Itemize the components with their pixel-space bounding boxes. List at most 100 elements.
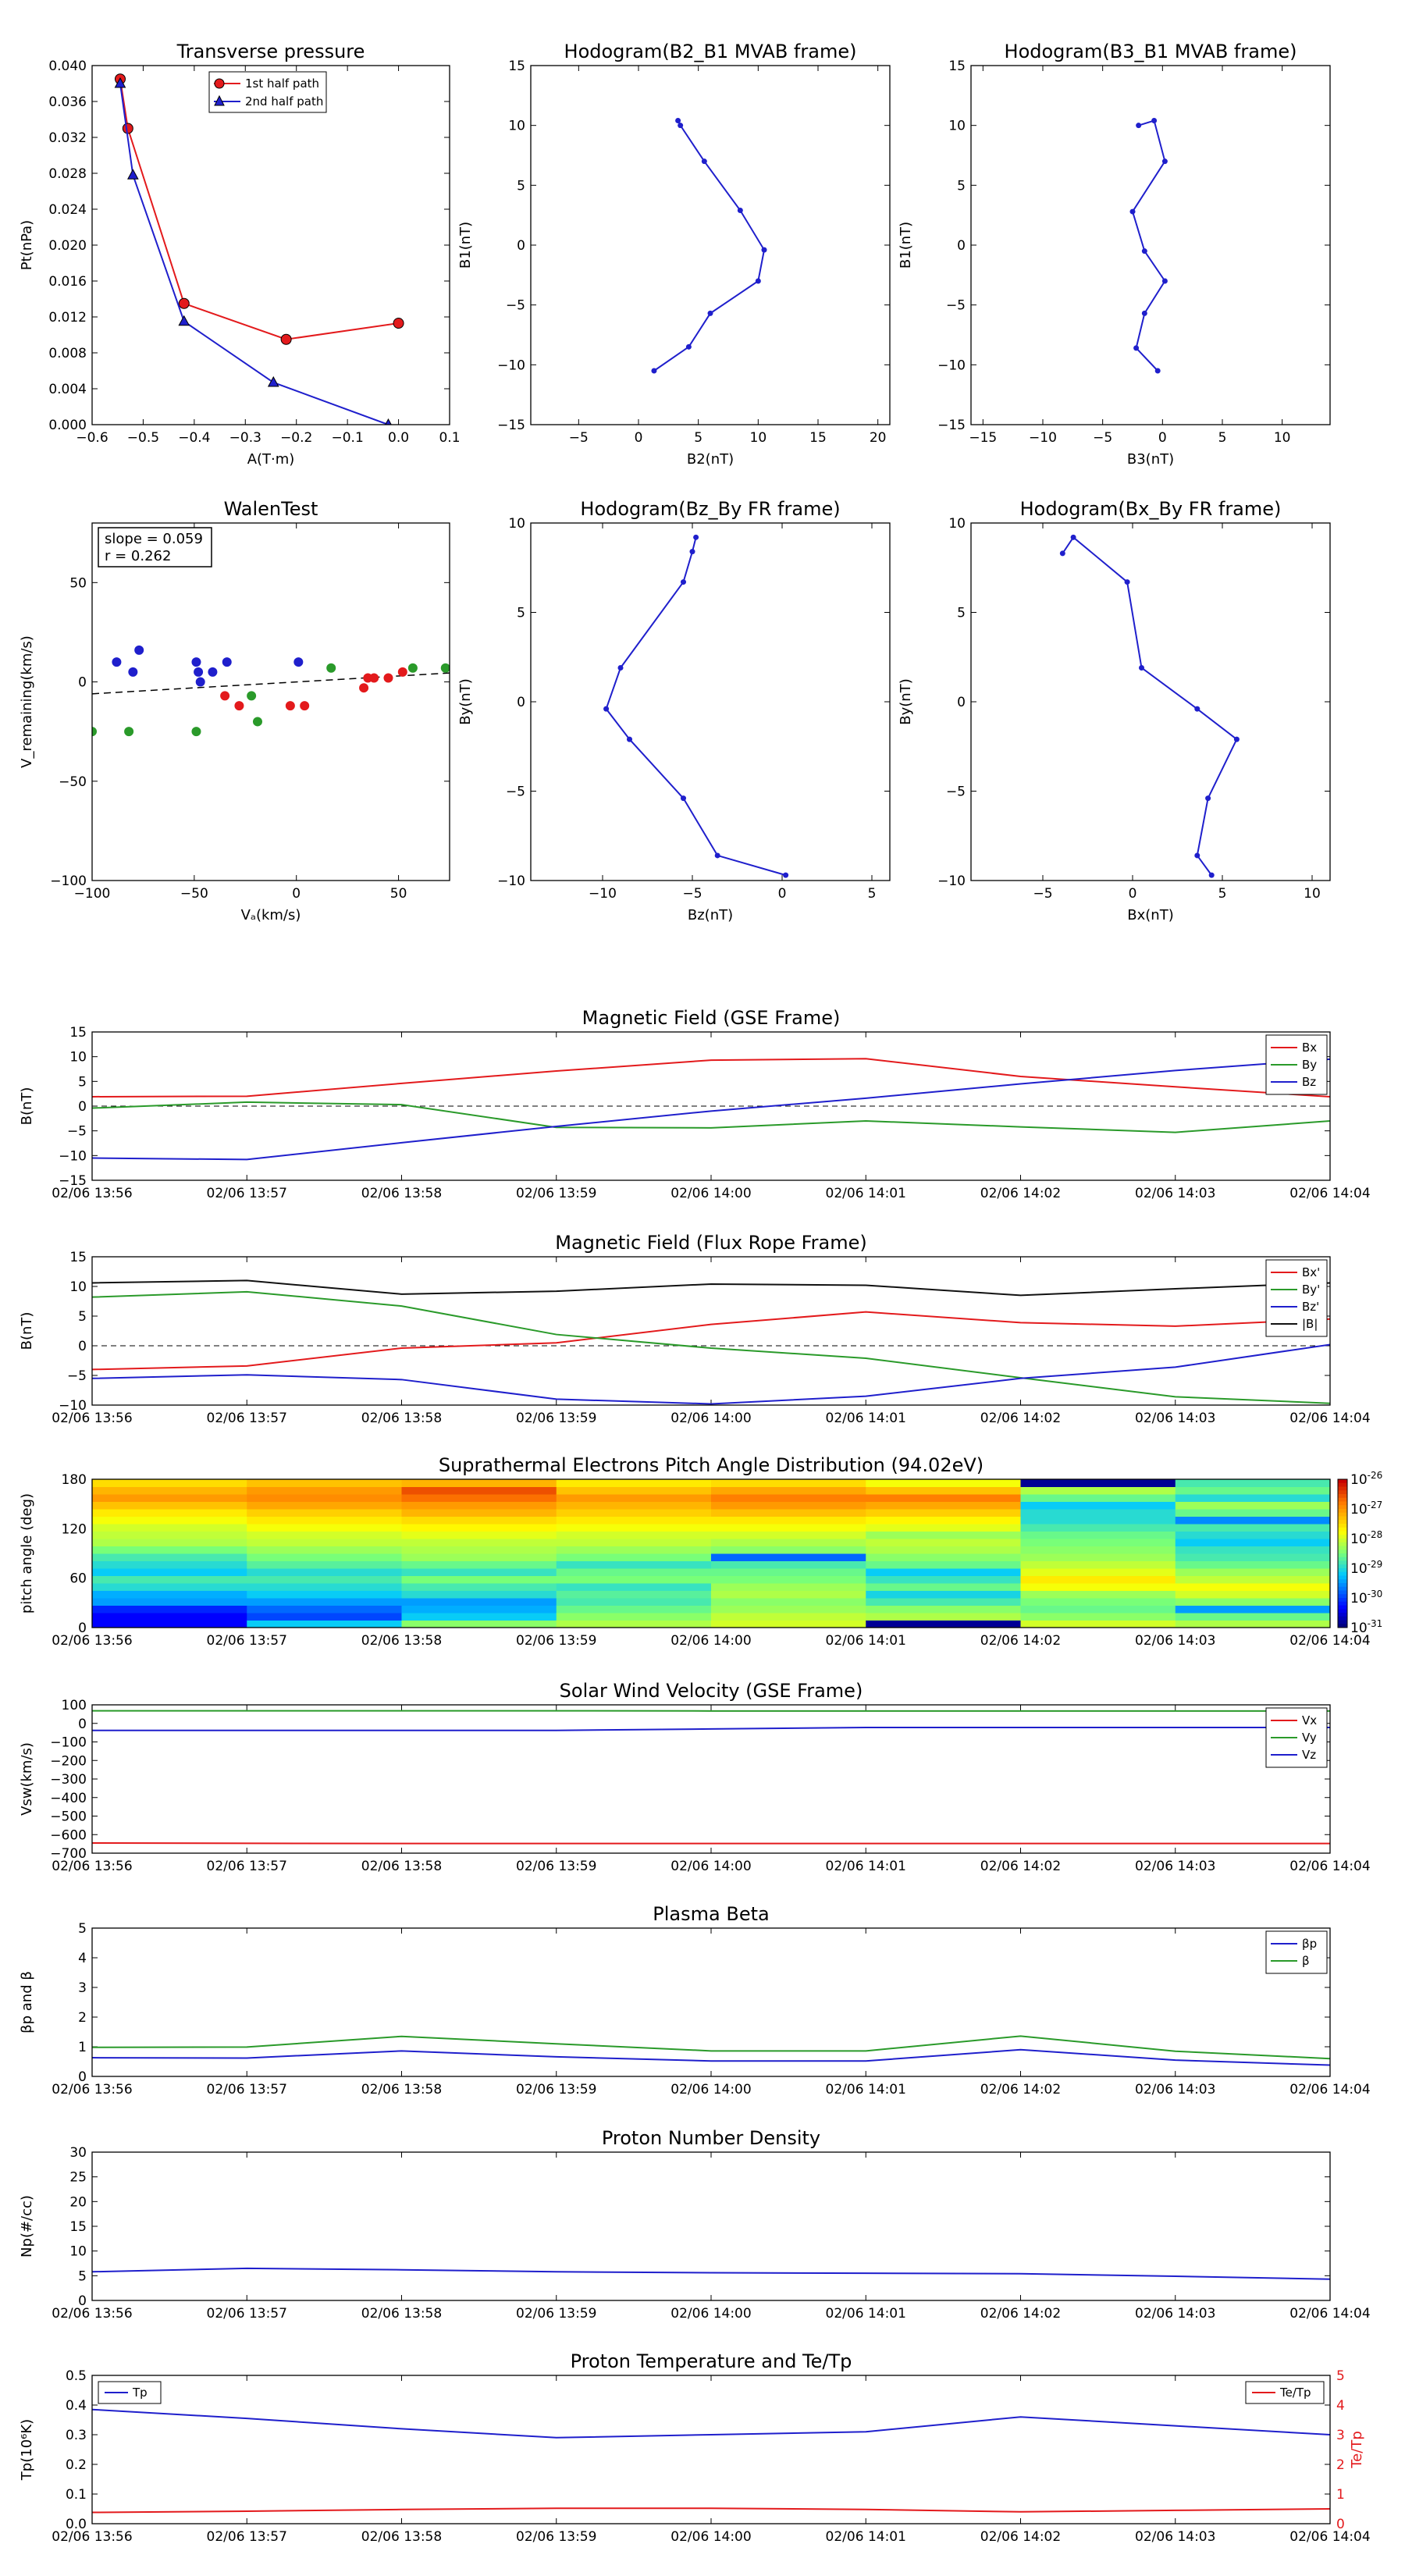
colorbar-cell [1338,1579,1347,1584]
y2-tick-label: 0 [1336,2517,1345,2532]
data-point [440,663,450,673]
y-tick-label: 5 [957,606,966,621]
heat-cell [92,1486,247,1495]
y-tick-label: −15 [59,1173,87,1189]
x-tick-label: 02/06 13:56 [52,2082,132,2097]
plot-frame [970,65,1331,425]
x-tick-label: 02/06 14:02 [980,2082,1061,2097]
y-axis-label: Tp(10⁶K) [19,2419,35,2481]
series-line [92,2507,1330,2514]
x-tick-label: 02/06 14:03 [1135,2082,1215,2097]
heat-cell [866,1501,1021,1510]
heat-cell [1020,1539,1176,1546]
heat-cell [92,1598,247,1606]
data-point [1194,706,1200,712]
heat-cell [247,1479,402,1487]
y2-tick-label: 3 [1336,2428,1345,2443]
heat-cell [401,1553,557,1561]
y-tick-label: 0.0 [66,2517,87,2532]
x-tick-label: −0.6 [76,430,108,446]
x-tick-label: 02/06 13:56 [52,2306,132,2322]
y-tick-label: 0.036 [48,94,87,110]
y-tick-label: −5 [946,785,966,800]
heat-cell [1020,1583,1176,1591]
heat-cell [92,1560,247,1569]
y-tick-label: 0.3 [66,2428,87,2443]
y-axis-label: B1(nT) [898,222,914,269]
colorbar-cell [1338,1557,1347,1561]
data-point [247,691,257,701]
heat-cell [556,1605,712,1614]
colorbar-cell [1338,1490,1347,1495]
chart-pad: Suprathermal Electrons Pitch Angle Distr… [19,1454,1382,1649]
data-point [1194,852,1200,859]
data-point [127,169,139,180]
heat-cell [711,1509,866,1517]
y-tick-label: 15 [948,59,966,74]
data-point [385,418,392,425]
y-axis-label: V_remaining(km/s) [19,635,35,768]
x-tick-label: 50 [390,886,407,902]
data-point [194,667,204,677]
heat-cell [556,1531,712,1539]
colorbar-tick-label: 10-29 [1350,1559,1382,1577]
heat-cell [1020,1575,1176,1584]
heat-cell [556,1553,712,1561]
y2-tick-label: 2 [1336,2457,1345,2473]
legend-box [1265,1930,1328,1974]
x-tick-label: 15 [809,430,827,446]
y-tick-label: −5 [67,1368,87,1384]
x-tick-label: −10 [1029,430,1057,446]
heat-cell [401,1605,557,1614]
x-tick-label: 02/06 14:02 [980,1633,1061,1649]
y-tick-label: 0 [957,695,966,710]
chart-title: Hodogram(Bz_By FR frame) [580,498,840,520]
x-tick-label: 5 [694,430,702,446]
heat-cell [556,1568,712,1576]
legend-label: Vy [1302,1731,1317,1745]
x-tick-label: 02/06 14:04 [1289,1411,1370,1426]
heat-cell [1020,1516,1176,1525]
heat-cell [401,1501,557,1510]
data-point [1208,872,1215,878]
heat-cell [866,1524,1021,1532]
heat-cell [401,1568,557,1576]
heat-cell [556,1590,712,1599]
data-point [178,315,190,326]
y-tick-label: 10 [69,2244,87,2260]
plot-marks [92,1479,1330,1628]
series-line [92,2035,1330,2060]
y-tick-label: 0.5 [66,2368,87,2384]
series-line [92,1841,1330,1845]
x-tick-label: 02/06 13:58 [361,1859,442,1874]
y-axis-label: Pt(nPa) [19,220,35,270]
plot-frame [91,2375,1331,2524]
heat-cell [401,1598,557,1606]
heat-cell [556,1620,712,1628]
data-point [134,645,144,655]
legend-marker [214,94,225,106]
y-tick-label: 0.020 [48,238,87,254]
plot-area [971,66,1330,425]
x-tick-label: 10 [1274,430,1291,446]
colorbar-cell [1338,1583,1347,1588]
x-tick-label: 02/06 13:58 [361,2529,442,2545]
colorbar-tick-exponent: -26 [1368,1470,1383,1481]
colorbar-cell [1338,1527,1347,1532]
plot-area [92,523,450,881]
plot-frame [91,1256,1331,1406]
heat-cell [1020,1501,1176,1510]
heat-cell [1020,1546,1176,1554]
colorbar-cell [1338,1550,1347,1554]
heat-cell [247,1605,402,1614]
colorbar-tick-exponent: -29 [1368,1559,1383,1570]
y-axis-label: B(nT) [19,1312,35,1350]
heat-cell [92,1524,247,1532]
y2-tick-label: 1 [1336,2487,1345,2503]
x-tick-label: 02/06 13:59 [516,1633,596,1649]
data-point [755,278,761,284]
heat-cell [711,1501,866,1510]
x-tick-label: 02/06 14:01 [826,1859,906,1874]
x-tick-label: 02/06 14:03 [1135,1633,1215,1649]
